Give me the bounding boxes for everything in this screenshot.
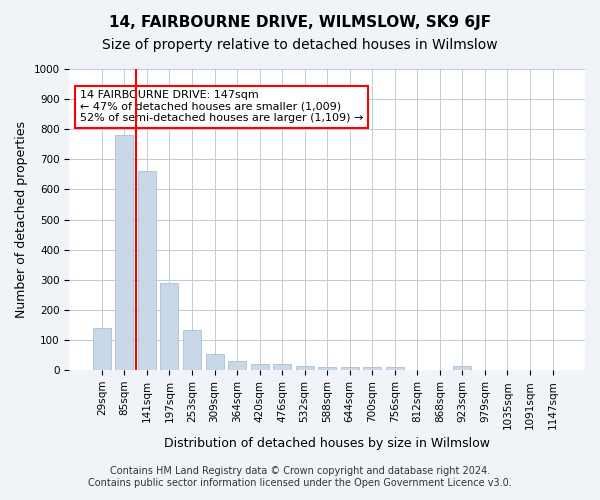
Bar [363, 367, 381, 370]
Text: Contains HM Land Registry data © Crown copyright and database right 2024.
Contai: Contains HM Land Registry data © Crown c… [88, 466, 512, 487]
Bar [318, 367, 336, 370]
X-axis label: Distribution of detached houses by size in Wilmslow: Distribution of detached houses by size … [164, 437, 490, 450]
Bar [138, 172, 156, 370]
Bar [228, 361, 246, 370]
Bar [251, 364, 269, 370]
Bar [206, 354, 224, 370]
Bar [341, 367, 359, 370]
Bar [183, 330, 201, 370]
Text: Size of property relative to detached houses in Wilmslow: Size of property relative to detached ho… [102, 38, 498, 52]
Y-axis label: Number of detached properties: Number of detached properties [15, 121, 28, 318]
Bar [454, 366, 472, 370]
Text: 14, FAIRBOURNE DRIVE, WILMSLOW, SK9 6JF: 14, FAIRBOURNE DRIVE, WILMSLOW, SK9 6JF [109, 15, 491, 30]
Bar [93, 328, 111, 370]
Text: 14 FAIRBOURNE DRIVE: 147sqm
← 47% of detached houses are smaller (1,009)
52% of : 14 FAIRBOURNE DRIVE: 147sqm ← 47% of det… [80, 90, 363, 124]
Bar [160, 283, 178, 370]
Bar [115, 136, 133, 370]
Bar [273, 364, 291, 370]
Bar [296, 366, 314, 370]
Bar [386, 367, 404, 370]
